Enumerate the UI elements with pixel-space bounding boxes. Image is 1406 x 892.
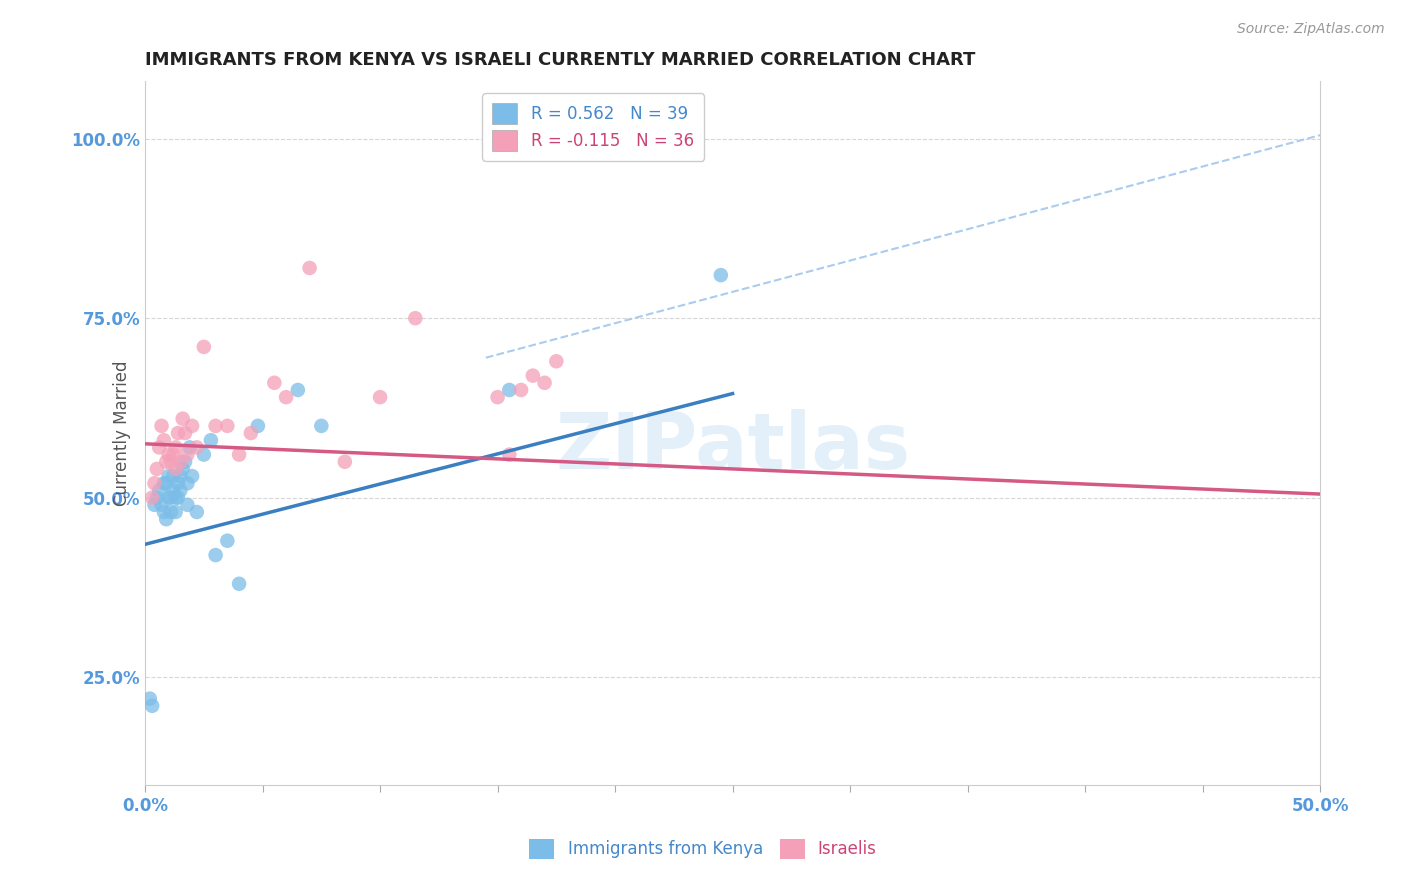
Point (486, 390, 509, 404)
Point (217, 418, 239, 433)
Point (186, 505, 208, 519)
Point (176, 498, 198, 512)
Point (228, 576, 250, 591)
Point (155, 512, 177, 526)
Point (228, 448, 250, 462)
Point (155, 455, 177, 469)
Point (498, 383, 520, 397)
Point (546, 354, 568, 368)
Point (193, 448, 215, 462)
Point (169, 483, 191, 498)
Point (172, 411, 194, 425)
Point (246, 418, 269, 433)
Point (167, 491, 190, 505)
Point (148, 441, 170, 455)
Point (404, 311, 426, 326)
Point (311, 418, 333, 433)
Point (274, 390, 297, 404)
Point (160, 505, 183, 519)
Point (181, 469, 204, 483)
Point (157, 448, 180, 462)
Point (239, 425, 262, 440)
Point (165, 505, 187, 519)
Point (165, 491, 187, 505)
Point (141, 491, 163, 505)
Point (169, 469, 191, 483)
Point (533, 376, 555, 390)
Point (522, 368, 544, 383)
Point (710, 268, 733, 282)
Point (141, 698, 163, 713)
Point (165, 441, 187, 455)
Point (143, 498, 166, 512)
Point (153, 434, 176, 448)
Point (179, 441, 201, 455)
Point (167, 476, 190, 491)
Point (204, 548, 226, 562)
Legend: Immigrants from Kenya, Israelis: Immigrants from Kenya, Israelis (523, 832, 883, 866)
Point (143, 476, 166, 491)
Point (174, 455, 197, 469)
Legend: R = 0.562   N = 39, R = -0.115   N = 36: R = 0.562 N = 39, R = -0.115 N = 36 (482, 93, 704, 161)
Point (298, 260, 321, 275)
Point (155, 476, 177, 491)
Point (287, 383, 309, 397)
Point (150, 418, 173, 433)
Point (186, 441, 208, 455)
Point (217, 533, 239, 548)
Point (498, 448, 520, 462)
Point (150, 498, 173, 512)
Point (176, 476, 198, 491)
Point (181, 418, 204, 433)
Point (204, 418, 226, 433)
Point (148, 483, 170, 498)
Point (153, 505, 176, 519)
Point (176, 448, 198, 462)
Point (263, 376, 285, 390)
Point (165, 462, 187, 476)
Point (157, 469, 180, 483)
Y-axis label: Currently Married: Currently Married (114, 360, 131, 506)
Text: Source: ZipAtlas.com: Source: ZipAtlas.com (1237, 22, 1385, 37)
Point (167, 425, 190, 440)
Point (172, 462, 194, 476)
Point (146, 491, 169, 505)
Point (162, 469, 184, 483)
Point (510, 383, 533, 397)
Point (162, 448, 184, 462)
Point (368, 390, 391, 404)
Point (146, 462, 169, 476)
Point (160, 491, 183, 505)
Point (153, 476, 176, 491)
Text: ZIPatlas: ZIPatlas (555, 409, 910, 485)
Text: IMMIGRANTS FROM KENYA VS ISRAELI CURRENTLY MARRIED CORRELATION CHART: IMMIGRANTS FROM KENYA VS ISRAELI CURRENT… (145, 51, 976, 69)
Point (174, 425, 197, 440)
Point (169, 455, 191, 469)
Point (157, 491, 180, 505)
Point (139, 691, 162, 706)
Point (333, 455, 356, 469)
Point (193, 340, 215, 354)
Point (160, 455, 183, 469)
Point (162, 483, 184, 498)
Point (200, 434, 222, 448)
